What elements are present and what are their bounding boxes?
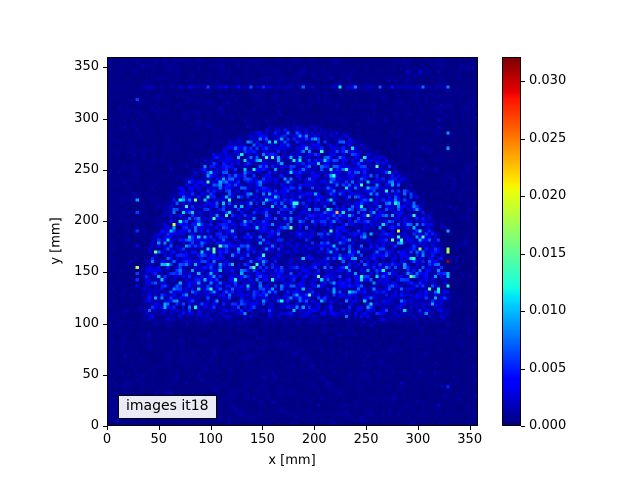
x-tick-mark: [159, 426, 160, 430]
y-tick-mark: [103, 67, 107, 68]
x-tick-label: 200: [301, 432, 327, 447]
x-tick-mark: [262, 426, 263, 430]
x-tick-label: 100: [198, 432, 224, 447]
x-tick-mark: [470, 426, 471, 430]
x-tick-mark: [314, 426, 315, 430]
y-tick-mark: [103, 375, 107, 376]
colorbar-tick-mark: [521, 81, 525, 82]
annotation-text: images it18: [126, 398, 209, 414]
colorbar-tick-label: 0.030: [529, 73, 567, 88]
heatmap-axes: images it18: [107, 57, 478, 426]
x-tick-mark: [211, 426, 212, 430]
y-tick-mark: [103, 170, 107, 171]
y-tick-label: 0: [90, 418, 99, 433]
x-tick-label: 50: [150, 432, 168, 447]
colorbar-tick-label: 0.015: [529, 246, 567, 261]
colorbar-tick-label: 0.000: [529, 418, 567, 433]
colorbar-tick-mark: [521, 254, 525, 255]
x-tick-label: 250: [353, 432, 379, 447]
y-tick-label: 350: [74, 59, 99, 74]
annotation-box: images it18: [118, 395, 217, 419]
colorbar-tick-label: 0.010: [529, 303, 567, 318]
colorbar: [502, 57, 521, 426]
x-tick-label: 0: [102, 432, 112, 447]
y-tick-mark: [103, 324, 107, 325]
x-tick-label: 350: [457, 432, 483, 447]
y-tick-mark: [103, 119, 107, 120]
x-tick-label: 150: [250, 432, 275, 447]
heatmap-image: [108, 58, 477, 425]
colorbar-tick-mark: [521, 369, 525, 370]
colorbar-tick-label: 0.020: [529, 188, 567, 203]
y-tick-label: 300: [74, 111, 99, 126]
y-tick-label: 250: [74, 162, 99, 177]
colorbar-tick-mark: [521, 139, 525, 140]
x-tick-mark: [418, 426, 419, 430]
y-tick-mark: [103, 426, 107, 427]
y-tick-label: 200: [74, 213, 99, 228]
colorbar-tick-mark: [521, 426, 525, 427]
colorbar-tick-mark: [521, 196, 525, 197]
x-axis-label: x [mm]: [268, 453, 316, 468]
colorbar-tick-label: 0.025: [529, 131, 567, 146]
colorbar-tick-label: 0.005: [529, 361, 567, 376]
y-tick-mark: [103, 221, 107, 222]
y-tick-label: 150: [74, 264, 99, 279]
y-tick-label: 50: [82, 367, 99, 382]
y-tick-label: 100: [74, 316, 99, 331]
x-tick-mark: [366, 426, 367, 430]
x-tick-mark: [107, 426, 108, 430]
y-tick-mark: [103, 272, 107, 273]
colorbar-tick-mark: [521, 311, 525, 312]
x-tick-label: 300: [405, 432, 431, 447]
